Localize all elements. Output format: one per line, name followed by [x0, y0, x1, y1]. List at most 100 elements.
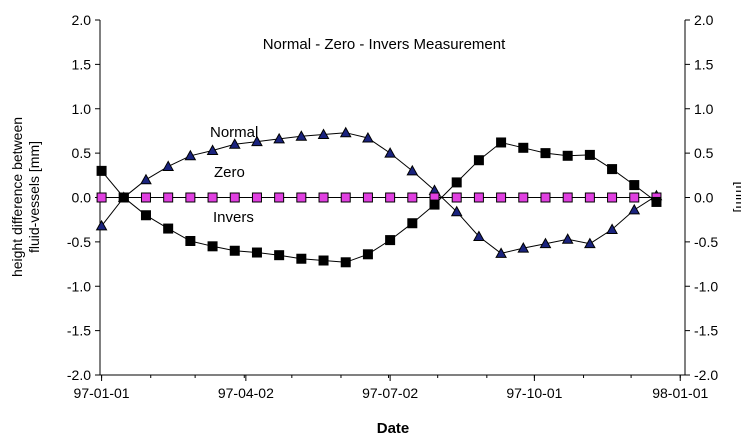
point-zero [473, 192, 484, 203]
point-zero [451, 192, 462, 203]
y-tick-label-right: 1.0 [694, 101, 714, 117]
y-axis-title-right: [mm] [733, 181, 741, 212]
point-invers [473, 155, 484, 166]
y-tick-label-right: -1.5 [694, 323, 718, 339]
point-normal [561, 233, 574, 244]
annotation-normal: Normal [210, 124, 258, 141]
series-line-normal [101, 132, 657, 254]
point-invers [163, 223, 174, 234]
point-zero [207, 192, 218, 203]
point-zero [518, 192, 529, 203]
series-lines [101, 132, 657, 263]
point-invers [140, 210, 151, 221]
point-zero [318, 192, 329, 203]
y-tick-label-right: 0.5 [694, 145, 714, 161]
point-zero [251, 192, 262, 203]
point-normal [362, 132, 374, 143]
x-axis-title: Date [377, 420, 410, 437]
point-invers [584, 149, 595, 160]
point-invers [629, 180, 640, 191]
point-invers [407, 218, 418, 229]
y-tick-label-left: -1.5 [67, 323, 91, 339]
y-tick-label-right: -2.0 [694, 367, 718, 383]
point-normal [495, 247, 507, 258]
point-invers [96, 165, 107, 176]
point-zero [607, 192, 618, 203]
point-zero [96, 192, 107, 203]
annotation-zero: Zero [214, 164, 245, 181]
point-invers [562, 150, 573, 161]
x-tick-label: 97-10-01 [506, 385, 562, 401]
point-normal [406, 164, 419, 176]
point-normal [339, 126, 352, 138]
point-zero [407, 192, 418, 203]
point-normal [606, 223, 618, 234]
y-tick-label-right: -0.5 [694, 234, 718, 250]
y-tick-label-left: 0.0 [72, 190, 92, 206]
point-zero [385, 192, 396, 203]
point-normal [384, 147, 396, 158]
point-normal [251, 135, 263, 147]
y-tick-label-left: -1.0 [67, 278, 91, 294]
point-invers [318, 255, 329, 266]
point-invers [207, 241, 218, 252]
point-normal [539, 237, 552, 249]
point-invers [296, 253, 307, 264]
y-tick-label-left: -0.5 [67, 234, 91, 250]
point-zero [296, 192, 307, 203]
point-invers [496, 137, 507, 148]
point-invers [429, 199, 440, 210]
y-tick-label-left: -2.0 [67, 367, 91, 383]
point-normal [628, 203, 641, 215]
point-zero [584, 192, 595, 203]
point-normal [273, 132, 285, 144]
point-normal [184, 149, 197, 161]
y-tick-label-right: 1.5 [694, 56, 714, 72]
y-tick-label-left: 0.5 [72, 145, 92, 161]
y-tick-label-left: 2.0 [72, 12, 92, 28]
point-normal [295, 130, 308, 141]
y-tick-label-right: 0.0 [694, 190, 714, 206]
point-normal [140, 173, 152, 185]
point-normal [473, 230, 485, 242]
series-line-invers [101, 141, 657, 263]
x-tick-label: 98-01-01 [652, 385, 708, 401]
point-zero [274, 192, 285, 203]
point-zero [163, 192, 174, 203]
point-normal [450, 205, 463, 217]
point-normal [517, 242, 530, 253]
point-invers [251, 247, 262, 258]
x-tick-label: 97-01-01 [74, 385, 130, 401]
chart-title: Normal - Zero - Invers Measurement [263, 36, 506, 53]
point-invers [451, 177, 462, 188]
y-tick-label-right: -1.0 [694, 278, 718, 294]
y-tick-label-left: 1.0 [72, 101, 92, 117]
point-zero [340, 192, 351, 203]
point-normal [162, 160, 175, 171]
point-zero [540, 192, 551, 203]
point-zero [562, 192, 573, 203]
point-invers [362, 249, 373, 260]
y-tick-label-right: 2.0 [694, 12, 714, 28]
point-invers [185, 235, 196, 246]
point-invers [118, 192, 129, 203]
point-invers [229, 245, 240, 256]
point-invers [274, 250, 285, 261]
point-invers [340, 257, 351, 268]
point-zero [629, 192, 640, 203]
point-zero [229, 192, 240, 203]
point-zero [140, 192, 151, 203]
point-zero [185, 192, 196, 203]
x-tick-label: 97-04-02 [218, 385, 274, 401]
ticks: -2.0 -2.0 -1.5 -1.5 -1.0 -1.0 -0.5 -0.5 0.0 0.0 0.… [67, 12, 718, 401]
point-invers [607, 164, 618, 175]
point-normal [228, 138, 241, 149]
point-normal [206, 144, 219, 155]
point-invers [540, 148, 551, 159]
annotation-invers: Invers [213, 209, 254, 226]
point-normal [317, 128, 330, 139]
point-normal [584, 237, 596, 249]
y-axis-title-left-line1: height difference between [9, 117, 25, 277]
series-markers [95, 126, 663, 268]
